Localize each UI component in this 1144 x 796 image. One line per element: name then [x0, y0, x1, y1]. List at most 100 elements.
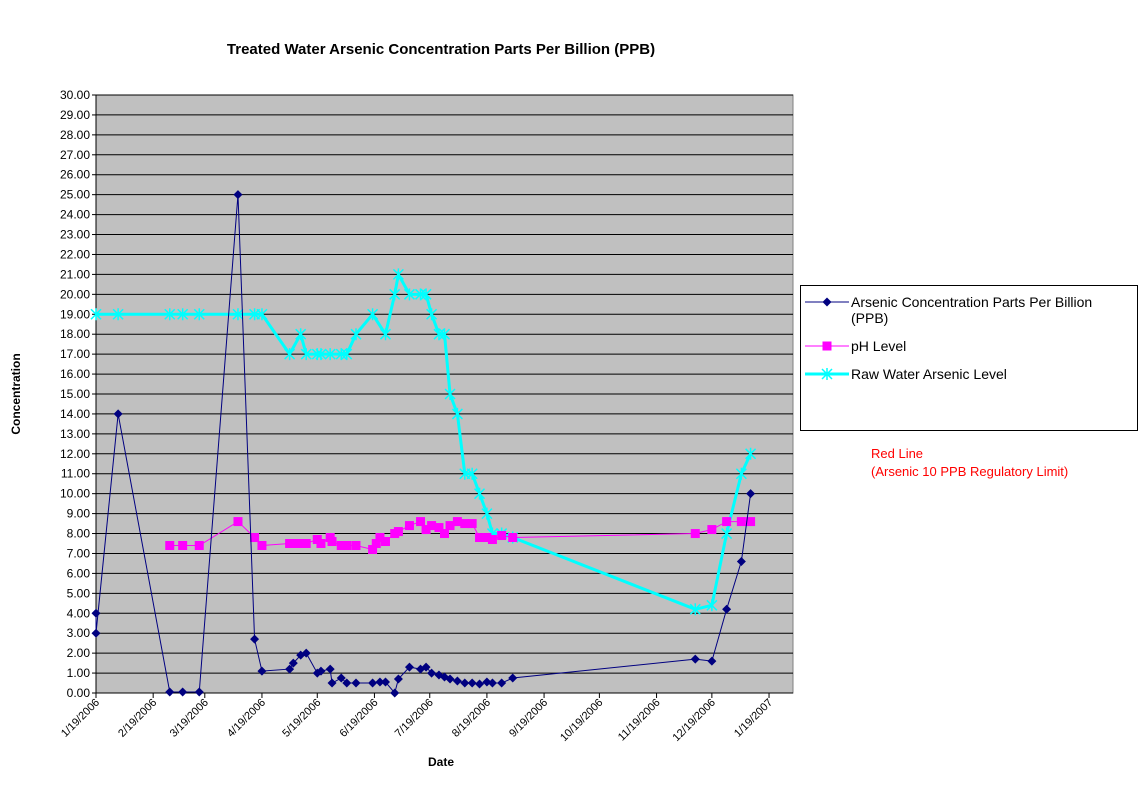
- marker: [177, 308, 189, 321]
- y-tick-label: 5.00: [67, 586, 91, 600]
- y-tick-label: 20.00: [60, 287, 90, 301]
- marker: [474, 487, 486, 500]
- y-tick-label: 26.00: [60, 168, 90, 182]
- y-tick-label: 9.00: [67, 507, 91, 521]
- marker: [390, 688, 400, 698]
- marker: [164, 308, 176, 321]
- marker: [452, 517, 462, 527]
- marker: [690, 529, 700, 539]
- y-tick-label: 11.00: [61, 467, 90, 481]
- marker: [467, 678, 477, 688]
- marker: [427, 521, 437, 531]
- marker: [690, 654, 700, 664]
- marker: [178, 687, 188, 697]
- marker: [91, 608, 101, 618]
- marker: [475, 533, 485, 543]
- x-tick-label: 1/19/2006: [59, 697, 102, 740]
- marker: [284, 348, 296, 361]
- marker: [91, 628, 101, 638]
- legend-swatch: [805, 297, 849, 307]
- marker: [433, 328, 445, 341]
- y-tick-label: 3.00: [67, 626, 91, 640]
- marker: [233, 517, 243, 527]
- marker: [296, 539, 306, 548]
- y-tick-label: 28.00: [60, 128, 90, 142]
- marker: [466, 467, 478, 480]
- marker: [233, 190, 243, 200]
- marker: [393, 674, 403, 684]
- marker: [324, 348, 336, 361]
- marker: [451, 407, 463, 420]
- marker: [379, 328, 392, 341]
- marker: [257, 666, 267, 676]
- marker: [342, 678, 352, 688]
- marker: [295, 328, 307, 341]
- y-tick-label: 15.00: [60, 387, 90, 401]
- x-tick-label: 11/19/2006: [616, 697, 663, 744]
- marker: [467, 519, 477, 529]
- y-tick-label: 12.00: [60, 447, 90, 461]
- marker: [336, 673, 346, 683]
- marker: [508, 673, 518, 683]
- marker: [325, 664, 335, 674]
- marker: [434, 523, 444, 533]
- marker: [380, 677, 390, 687]
- marker: [288, 658, 298, 668]
- marker: [497, 531, 507, 541]
- x-tick-label: 4/19/2006: [225, 697, 268, 740]
- marker: [487, 678, 497, 688]
- marker: [706, 599, 718, 612]
- marker: [327, 678, 337, 688]
- marker: [746, 489, 756, 499]
- marker: [736, 556, 746, 566]
- marker: [193, 308, 205, 321]
- y-tick-label: 29.00: [60, 108, 90, 122]
- legend-label: Raw Water Arsenic Level: [851, 366, 1007, 382]
- marker: [497, 678, 507, 688]
- marker: [745, 447, 757, 460]
- marker: [301, 539, 311, 548]
- y-tick-label: 0.00: [67, 686, 91, 700]
- x-tick-label: 12/19/2006: [671, 697, 718, 744]
- marker: [315, 348, 327, 361]
- marker: [707, 525, 717, 535]
- marker: [438, 328, 451, 341]
- y-tick-label: 23.00: [60, 228, 90, 242]
- legend-swatch: [805, 341, 849, 351]
- chart-title: Treated Water Arsenic Concentration Part…: [227, 41, 655, 58]
- marker: [256, 308, 268, 321]
- marker: [375, 533, 385, 543]
- marker: [404, 662, 414, 672]
- marker: [341, 348, 353, 361]
- marker: [335, 348, 347, 361]
- legend-entry: Raw Water Arsenic Level: [805, 366, 1133, 382]
- x-axis-label: Date: [428, 755, 454, 769]
- y-tick-label: 2.00: [67, 646, 91, 660]
- y-tick-label: 6.00: [67, 566, 91, 580]
- marker: [821, 368, 833, 380]
- marker: [420, 288, 432, 301]
- marker: [194, 687, 204, 697]
- marker: [482, 677, 492, 687]
- marker: [367, 308, 379, 321]
- legend-label: Arsenic Concentration Parts Per Billion …: [851, 294, 1093, 326]
- y-tick-label: 14.00: [60, 407, 90, 421]
- x-tick-label: 8/19/2006: [450, 697, 493, 740]
- marker: [426, 308, 438, 321]
- y-tick-label: 19.00: [60, 307, 90, 321]
- marker: [445, 521, 455, 531]
- marker: [301, 648, 311, 658]
- y-tick-label: 8.00: [67, 527, 91, 541]
- marker: [368, 678, 378, 688]
- marker: [452, 676, 462, 686]
- x-tick-label: 5/19/2006: [280, 697, 323, 740]
- marker: [460, 519, 470, 529]
- marker: [300, 348, 312, 361]
- marker: [165, 687, 175, 697]
- y-tick-label: 18.00: [60, 327, 90, 341]
- marker: [421, 525, 431, 535]
- marker: [445, 674, 455, 684]
- marker: [822, 297, 832, 307]
